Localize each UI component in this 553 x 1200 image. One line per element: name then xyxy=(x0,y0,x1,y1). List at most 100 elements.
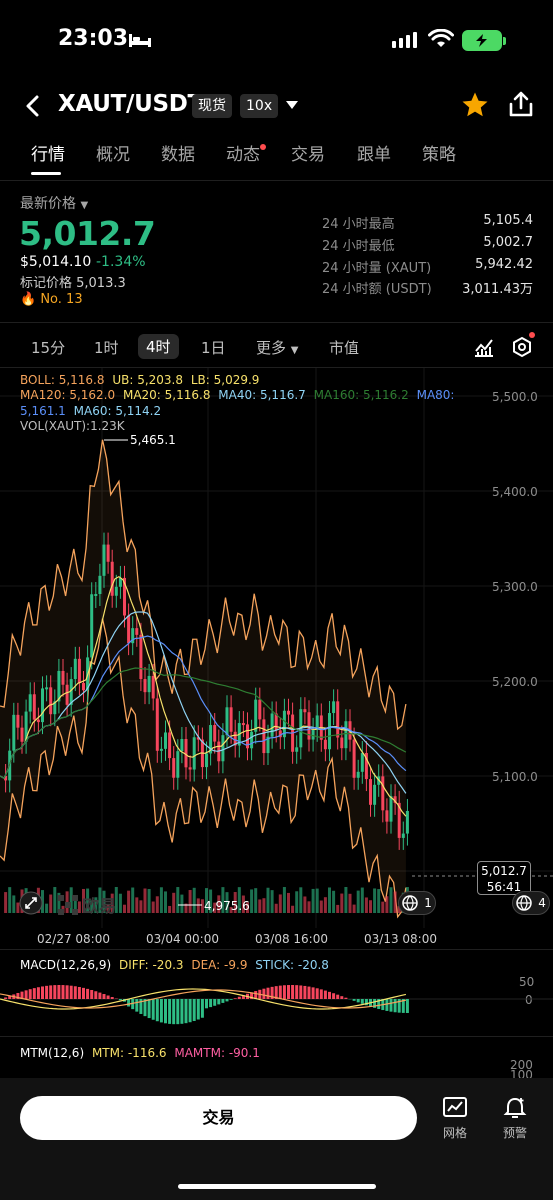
candlestick-chart[interactable] xyxy=(0,368,553,948)
timeframe-1d[interactable]: 1日 xyxy=(201,339,226,357)
candle-body xyxy=(344,721,348,749)
alert-button[interactable]: 预警 xyxy=(500,1096,530,1141)
candle-body xyxy=(233,731,237,746)
macd-dea: DEA: -9.9 xyxy=(191,958,248,972)
timeframe-4h[interactable]: 4时 xyxy=(138,334,179,359)
macd-histogram-bar xyxy=(344,997,348,999)
back-icon[interactable] xyxy=(24,94,42,118)
tab-overview[interactable]: 概况 xyxy=(96,145,130,165)
macd-histogram-bar xyxy=(127,999,131,1007)
tab-market[interactable]: 行情 xyxy=(31,145,65,165)
volume-bar xyxy=(295,891,299,913)
volume-bar xyxy=(315,888,319,913)
candle-body xyxy=(147,675,151,693)
macd-histogram-bar xyxy=(151,999,155,1020)
y-tick: 5,300.0 xyxy=(492,580,538,594)
volume-bar xyxy=(176,887,180,913)
pair-dropdown-icon[interactable] xyxy=(285,100,299,110)
volume-bar xyxy=(356,890,360,913)
timeframe-more-label: 更多 xyxy=(256,339,287,357)
candle-body xyxy=(118,577,122,587)
candle-body xyxy=(205,753,208,768)
macd-histogram-bar xyxy=(291,985,295,999)
events-badge-right[interactable]: 4 xyxy=(512,891,550,915)
stat-volume-label: 24 小时量 (XAUT) xyxy=(322,261,432,276)
status-time: 23:03 xyxy=(58,26,129,51)
last-price: 5,012.7 xyxy=(19,214,156,253)
rank-text: No. 13 xyxy=(40,292,83,307)
candle-body xyxy=(94,594,98,597)
tab-trade[interactable]: 交易 xyxy=(291,145,325,165)
main-tabs: 行情 概况 数据 动态 交易 跟单 策略 xyxy=(0,140,553,174)
events-count: 1 xyxy=(424,896,432,910)
volume-bar xyxy=(151,901,155,913)
boll-band-fill xyxy=(0,439,406,917)
settings-icon[interactable] xyxy=(511,336,533,358)
watermark-text: 欧易 xyxy=(82,897,116,917)
timeframe-more[interactable]: 更多 ▼ xyxy=(256,337,299,358)
timeframe-15m[interactable]: 15分 xyxy=(31,339,66,357)
volume-bar xyxy=(217,895,221,913)
chart-divider xyxy=(0,949,553,950)
candle-body xyxy=(98,575,102,595)
tab-data[interactable]: 数据 xyxy=(161,145,195,165)
ma60-value: MA60: 5,114.2 xyxy=(73,404,162,418)
ma40-value: MA40: 5,116.7 xyxy=(218,388,306,402)
volume-bar xyxy=(389,887,393,913)
volume-bar xyxy=(73,896,77,913)
macd-y-tick: 0 xyxy=(525,993,533,1007)
volume-bar xyxy=(180,894,184,913)
trade-button[interactable]: 交易 xyxy=(20,1096,417,1140)
macd-histogram-bar xyxy=(205,999,208,1009)
volume-bar xyxy=(336,904,340,913)
timeframe-1h[interactable]: 1时 xyxy=(94,339,119,357)
candle-body xyxy=(41,688,44,723)
indicator-chart-icon[interactable] xyxy=(473,336,495,358)
x-tick: 03/13 08:00 xyxy=(364,932,437,946)
candle-body xyxy=(373,784,377,805)
macd-histogram-bar xyxy=(36,987,40,999)
macd-histogram-bar xyxy=(266,987,270,999)
candle-body xyxy=(323,739,327,750)
macd-histogram-bar xyxy=(147,999,151,1019)
macd-histogram-bar xyxy=(332,993,336,999)
pair-title[interactable]: XAUT/USDT xyxy=(58,91,203,117)
macd-histogram-bar xyxy=(184,999,188,1024)
volume-bar xyxy=(90,900,94,913)
candle-body xyxy=(123,577,126,616)
macd-y-tick: 50 xyxy=(519,975,535,989)
volume-bar xyxy=(8,887,12,913)
fullscreen-icon[interactable] xyxy=(19,891,43,915)
timeframe-market-cap[interactable]: 市值 xyxy=(329,339,360,357)
volume-bar xyxy=(278,894,282,913)
volume-bar xyxy=(209,889,213,913)
candle-body xyxy=(328,713,331,750)
share-icon[interactable] xyxy=(508,90,534,118)
tab-news[interactable]: 动态 xyxy=(226,145,260,165)
candle-countdown: 56:41 xyxy=(486,880,522,894)
macd-histogram-bar xyxy=(389,999,393,1012)
volume-bar xyxy=(159,887,163,913)
volume-bar xyxy=(110,893,114,913)
grid-button[interactable]: 网格 xyxy=(440,1096,470,1141)
macd-histogram-bar xyxy=(319,989,323,999)
tab-copy-trading[interactable]: 跟单 xyxy=(357,145,391,165)
candle-body xyxy=(53,701,57,715)
candle-body xyxy=(73,658,77,680)
macd-histogram-bar xyxy=(303,985,307,999)
volume-bar xyxy=(139,900,143,913)
latest-price-label[interactable]: 最新价格 ▼ xyxy=(20,193,88,213)
macd-histogram-bar xyxy=(405,999,409,1013)
candle-body xyxy=(274,713,278,731)
events-badge[interactable]: 1 xyxy=(398,891,436,915)
x-tick: 02/27 08:00 xyxy=(37,932,110,946)
macd-histogram-bar xyxy=(143,999,147,1017)
candle-body xyxy=(139,634,143,680)
alert-label: 预警 xyxy=(502,1126,527,1140)
rank-badge[interactable]: 🔥 No. 13 xyxy=(20,292,83,307)
favorite-star-icon[interactable] xyxy=(460,90,490,120)
candle-body xyxy=(77,658,81,684)
tab-strategy[interactable]: 策略 xyxy=(422,145,456,165)
volume-bar xyxy=(102,890,106,913)
globe-icon xyxy=(402,895,418,911)
